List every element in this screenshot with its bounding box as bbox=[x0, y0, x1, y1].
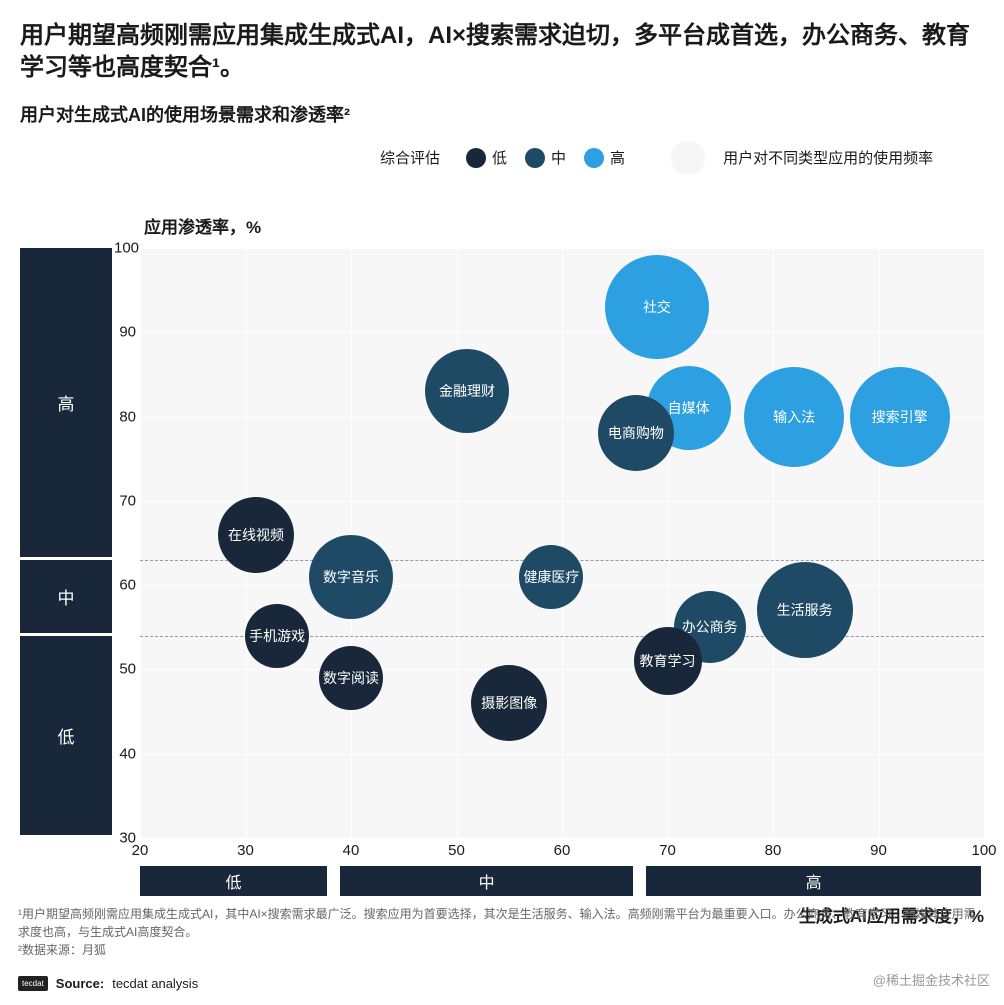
legend-bubble-icon bbox=[671, 141, 705, 175]
legend-label-high: 高 bbox=[610, 147, 625, 168]
main-title: 用户期望高频刚需应用集成生成式AI，AI×搜索需求迫切，多平台成首选，办公商务、… bbox=[0, 0, 1004, 93]
x-band-中: 中 bbox=[340, 866, 632, 896]
y-tick: 50 bbox=[114, 661, 136, 678]
bubble-搜索引擎: 搜索引擎 bbox=[850, 367, 950, 467]
y-tick: 60 bbox=[114, 577, 136, 594]
bubble-输入法: 输入法 bbox=[744, 367, 844, 467]
chart: 高中低 社交金融理财自媒体输入法搜索引擎电商购物在线视频数字音乐健康医疗生活服务… bbox=[20, 248, 984, 838]
x-tick: 80 bbox=[765, 842, 782, 859]
legend-item-low: 低 bbox=[466, 147, 507, 168]
x-tick: 60 bbox=[554, 842, 571, 859]
gridline-v bbox=[773, 248, 774, 838]
y-axis-label: 应用渗透率，% bbox=[144, 213, 261, 238]
x-tick: 50 bbox=[448, 842, 465, 859]
footnotes: ¹用户期望高频刚需应用集成生成式AI，其中AI×搜索需求最广泛。搜索应用为首要选… bbox=[18, 905, 986, 959]
watermark: @稀土掘金技术社区 bbox=[873, 970, 990, 989]
x-tick: 30 bbox=[237, 842, 254, 859]
subtitle: 用户对生成式AI的使用场景需求和渗透率² bbox=[0, 93, 1004, 137]
gridline-v bbox=[457, 248, 458, 838]
y-band-column: 高中低 bbox=[20, 248, 112, 838]
legend-label-low: 低 bbox=[492, 147, 507, 168]
legend-label-mid: 中 bbox=[551, 147, 566, 168]
footnote-2: ²数据来源：月狐 bbox=[18, 941, 986, 959]
source-value: tecdat analysis bbox=[112, 976, 198, 991]
x-tick: 70 bbox=[659, 842, 676, 859]
y-tick: 70 bbox=[114, 492, 136, 509]
bubble-摄影图像: 摄影图像 bbox=[471, 665, 547, 741]
y-tick: 100 bbox=[114, 240, 136, 257]
legend-dot-low bbox=[466, 148, 486, 168]
x-tick: 100 bbox=[971, 842, 996, 859]
legend: 综合评估 低 中 高 用户对不同类型应用的使用频率 bbox=[0, 137, 1004, 181]
bubble-生活服务: 生活服务 bbox=[757, 562, 853, 658]
y-tick: 90 bbox=[114, 324, 136, 341]
legend-item-high: 高 bbox=[584, 147, 625, 168]
x-band-低: 低 bbox=[140, 866, 327, 896]
source: tecdat Source: tecdat analysis bbox=[18, 976, 198, 991]
x-band-row: 低中高 bbox=[140, 866, 984, 896]
gridline-v bbox=[140, 248, 141, 838]
y-band-低: 低 bbox=[20, 636, 112, 835]
bubble-数字阅读: 数字阅读 bbox=[319, 646, 383, 710]
bubble-健康医疗: 健康医疗 bbox=[519, 545, 583, 609]
bubble-手机游戏: 手机游戏 bbox=[245, 604, 309, 668]
bubble-电商购物: 电商购物 bbox=[598, 395, 674, 471]
bubble-数字音乐: 数字音乐 bbox=[309, 535, 393, 619]
y-band-中: 中 bbox=[20, 560, 112, 633]
gridline-v bbox=[984, 248, 985, 838]
bubble-金融理财: 金融理财 bbox=[425, 349, 509, 433]
bubble-社交: 社交 bbox=[605, 255, 709, 359]
bubble-在线视频: 在线视频 bbox=[218, 497, 294, 573]
x-tick: 20 bbox=[132, 842, 149, 859]
legend-dot-mid bbox=[525, 148, 545, 168]
source-logo: tecdat bbox=[18, 976, 48, 991]
legend-dot-high bbox=[584, 148, 604, 168]
plot-area: 社交金融理财自媒体输入法搜索引擎电商购物在线视频数字音乐健康医疗生活服务办公商务… bbox=[140, 248, 984, 838]
gridline-h bbox=[140, 838, 984, 839]
footnote-1: ¹用户期望高频刚需应用集成生成式AI，其中AI×搜索需求最广泛。搜索应用为首要选… bbox=[18, 905, 986, 941]
x-tick: 90 bbox=[870, 842, 887, 859]
legend-bubble-note: 用户对不同类型应用的使用频率 bbox=[723, 147, 933, 168]
legend-item-mid: 中 bbox=[525, 147, 566, 168]
y-tick: 40 bbox=[114, 745, 136, 762]
legend-title: 综合评估 bbox=[380, 147, 440, 168]
gridline-v bbox=[879, 248, 880, 838]
x-band-高: 高 bbox=[646, 866, 981, 896]
gridline-v bbox=[562, 248, 563, 838]
y-band-高: 高 bbox=[20, 248, 112, 557]
bubble-教育学习: 教育学习 bbox=[634, 627, 702, 695]
x-tick: 40 bbox=[343, 842, 360, 859]
y-tick: 80 bbox=[114, 408, 136, 425]
source-label: Source: bbox=[56, 976, 104, 991]
